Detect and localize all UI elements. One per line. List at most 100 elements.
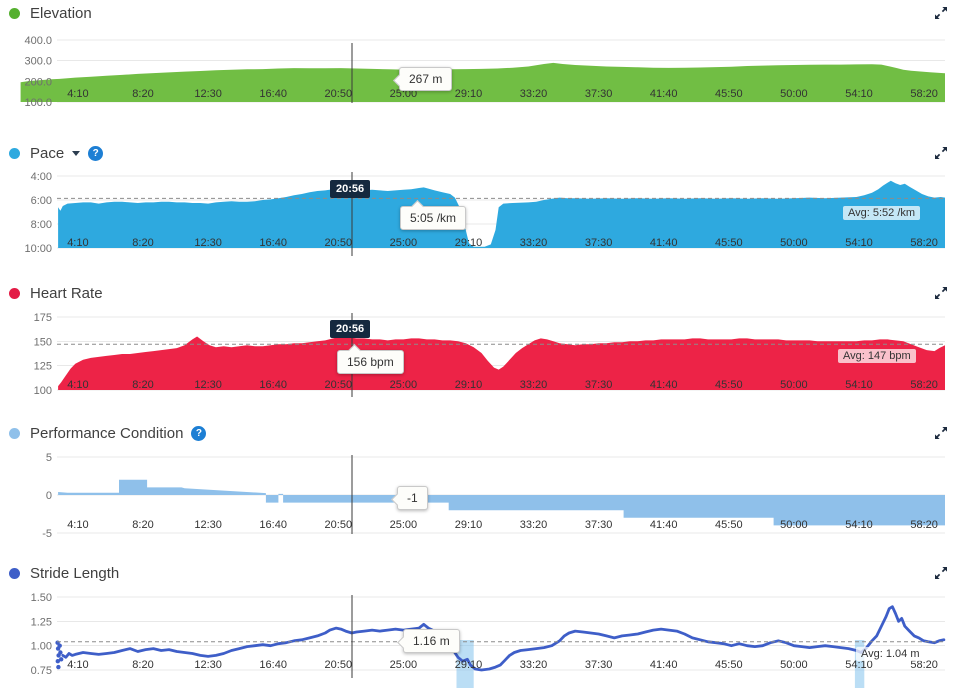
expand-arrows-glyph — [935, 567, 947, 579]
x-tick-label: 8:20 — [132, 88, 153, 100]
x-tick-label: 29:10 — [455, 88, 483, 100]
x-tick-label: 8:20 — [132, 379, 153, 391]
pace-time-tooltip: 20:56 — [330, 180, 371, 198]
help-icon[interactable]: ? — [88, 145, 104, 161]
x-tick-label: 29:10 — [455, 379, 483, 391]
performance-condition-plot[interactable]: 4:10 8:20 12:30 16:40 20:50 25:00 29:10 33:20 37… — [0, 420, 960, 560]
x-tick-label: 41:40 — [650, 379, 678, 391]
x-tick-label: 50:00 — [780, 519, 808, 531]
y-tick-label: 400.0 — [24, 35, 52, 47]
x-tick-label: 12:30 — [194, 379, 222, 391]
performance-condition-legend-dot — [9, 427, 20, 439]
pause-band — [456, 640, 474, 688]
x-tick-label: 45:50 — [715, 519, 743, 531]
y-tick-label: 10:00 — [24, 243, 52, 255]
tooltip-value: 1.16 m — [413, 634, 450, 648]
y-tick-label: 100 — [34, 385, 52, 397]
stride-length-legend-dot — [9, 567, 20, 579]
stride-length-scatter-dot — [57, 643, 62, 648]
pace-avg-badge: Avg: 5:52 /km — [843, 206, 921, 220]
x-tick-label: 4:10 — [67, 379, 88, 391]
expand-arrows-glyph — [935, 287, 947, 299]
elevation-plot[interactable]: 4:10 8:20 12:30 16:40 20:50 25:00 29:10 33:20 37… — [0, 0, 960, 140]
x-tick-label: 58:20 — [910, 519, 938, 531]
expand-icon[interactable] — [934, 146, 948, 160]
x-tick-label: 37:30 — [585, 237, 613, 249]
x-tick-label: 8:20 — [132, 659, 153, 671]
y-tick-label: 8:00 — [31, 219, 52, 231]
x-tick-label: 37:30 — [585, 519, 613, 531]
elevation-title: Elevation — [30, 4, 92, 22]
pace-legend-dot — [9, 147, 20, 159]
performance-condition-series-area — [58, 479, 946, 526]
x-tick-label: 33:20 — [520, 519, 548, 531]
heart-rate-legend-dot — [9, 287, 20, 299]
expand-icon[interactable] — [934, 286, 948, 300]
x-tick-label: 54:10 — [845, 659, 873, 671]
elevation-value-tooltip: 267 m — [393, 67, 453, 91]
y-tick-label: 6:00 — [31, 195, 52, 207]
y-tick-label: 0.75 — [31, 665, 52, 677]
x-tick-label: 50:00 — [780, 237, 808, 249]
x-tick-label: 54:10 — [845, 88, 873, 100]
x-tick-label: 29:10 — [455, 659, 483, 671]
heart-rate-plot[interactable]: 4:10 8:20 12:30 16:40 20:50 25:00 29:10 33:20 37… — [0, 280, 960, 420]
x-tick-label: 25:00 — [390, 659, 418, 671]
pace-plot[interactable]: 4:10 8:20 12:30 16:40 20:50 25:00 29:10 33:20 37… — [0, 140, 960, 280]
x-tick-label: 37:30 — [585, 88, 613, 100]
x-tick-label: 12:30 — [194, 237, 222, 249]
y-tick-label: 0 — [46, 490, 52, 502]
x-tick-label: 12:30 — [194, 519, 222, 531]
x-tick-label: 41:40 — [650, 519, 678, 531]
x-tick-label: 33:20 — [520, 379, 548, 391]
stride-length-plot[interactable]: 4:10 8:20 12:30 16:40 20:50 25:00 29:10 33:20 37… — [0, 560, 960, 688]
y-tick-label: 200.0 — [24, 76, 52, 88]
tooltip-value: -1 — [407, 491, 418, 505]
x-tick-label: 16:40 — [259, 659, 287, 671]
heart-rate-time-tooltip: 20:56 — [330, 320, 371, 338]
x-tick-label: 25:00 — [390, 379, 418, 391]
x-tick-label: 16:40 — [259, 379, 287, 391]
performance-condition-title: Performance Condition — [30, 424, 184, 442]
expand-icon[interactable] — [934, 566, 948, 580]
x-tick-label: 45:50 — [715, 88, 743, 100]
chart-stride-length: Stride Length 4:10 8:20 12:30 16:40 20:50 25:0… — [0, 560, 960, 688]
heart-rate-avg-badge: Avg: 147 bpm — [838, 349, 916, 363]
pace-header: Pace? — [9, 143, 104, 163]
heart-rate-series-area — [58, 336, 946, 390]
stride-length-series-line — [61, 605, 946, 672]
pace-title: Pace — [30, 144, 65, 162]
tooltip-value: 156 bpm — [347, 355, 394, 369]
x-tick-label: 20:50 — [325, 519, 353, 531]
x-tick-label: 16:40 — [259, 88, 287, 100]
y-tick-label: 175 — [34, 312, 52, 324]
x-tick-label: 25:00 — [390, 519, 418, 531]
x-tick-label: 33:20 — [520, 237, 548, 249]
x-tick-label: 45:50 — [715, 379, 743, 391]
stride-length-scatter-dot — [58, 650, 63, 655]
x-tick-label: 16:40 — [259, 519, 287, 531]
expand-arrows-glyph — [935, 147, 947, 159]
expand-arrows-glyph — [935, 427, 947, 439]
tooltip-value: 5:05 /km — [410, 211, 457, 225]
x-tick-label: 29:10 — [455, 237, 483, 249]
expand-icon[interactable] — [934, 6, 948, 20]
x-tick-label: 54:10 — [845, 519, 873, 531]
x-tick-label: 4:10 — [67, 519, 88, 531]
chart-heart-rate: Heart Rate 4:10 8:20 12:30 16:40 20:50 25:00 29… — [0, 280, 960, 420]
pace-dropdown-caret-icon[interactable] — [72, 150, 81, 156]
chart-performance-condition: Performance Condition? 4:10 8:20 12:30 16:40… — [0, 420, 960, 560]
x-tick-label: 33:20 — [520, 659, 548, 671]
x-tick-label: 50:00 — [780, 659, 808, 671]
x-tick-label: 20:50 — [325, 88, 353, 100]
elevation-series-area — [20, 62, 946, 102]
pace-series-area — [58, 180, 946, 248]
x-tick-label: 58:20 — [910, 88, 938, 100]
x-tick-label: 20:50 — [325, 659, 353, 671]
help-icon[interactable]: ? — [191, 425, 207, 441]
x-tick-label: 4:10 — [67, 659, 88, 671]
x-tick-label: 58:20 — [910, 659, 938, 671]
x-tick-label: 50:00 — [780, 88, 808, 100]
expand-icon[interactable] — [934, 426, 948, 440]
